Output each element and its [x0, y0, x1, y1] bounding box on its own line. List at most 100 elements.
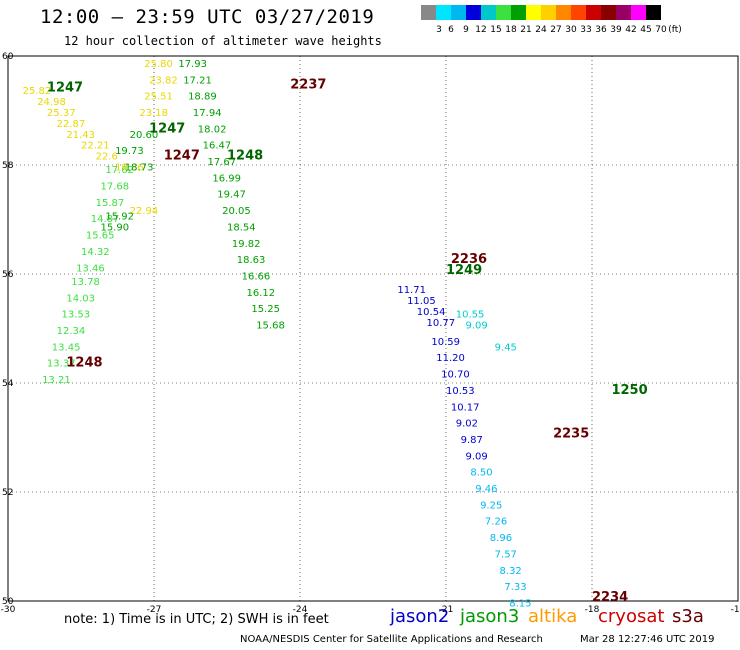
data-label: 14.03: [66, 293, 95, 304]
data-label: 12.34: [57, 326, 86, 337]
data-label: 9.25: [480, 500, 502, 511]
colorbar-swatch: [616, 5, 631, 20]
data-label: 20.60: [130, 130, 159, 141]
colorbar-label: 3: [436, 25, 442, 35]
y-tick-label: 50: [2, 597, 14, 607]
x-tick-label: -18: [585, 605, 600, 615]
footer-timestamp: Mar 28 12:27:46 UTC 2019: [580, 634, 715, 645]
y-tick-label: 54: [2, 379, 14, 389]
data-label: 13.53: [62, 310, 91, 321]
data-label: 15.65: [86, 231, 115, 242]
data-label: 15.92: [105, 212, 134, 223]
data-label: 13.45: [52, 342, 81, 353]
colorbar-unit: (ft): [668, 25, 682, 35]
colorbar-swatch: [466, 5, 481, 20]
colorbar-swatch: [556, 5, 571, 20]
data-label: 13.78: [71, 277, 100, 288]
data-label: 13.46: [76, 263, 105, 274]
data-label: 7.57: [495, 549, 517, 560]
x-tick-label: -21: [439, 605, 454, 615]
colorbar-label: 45: [640, 25, 652, 35]
data-label: 9.02: [456, 419, 478, 430]
legend-altika: altika: [528, 606, 578, 627]
data-label: 16.66: [242, 271, 271, 282]
pass-label: 2236: [451, 252, 487, 267]
x-tick-label: -24: [293, 605, 308, 615]
pass-label: 1249: [446, 263, 482, 278]
data-label: 16.12: [246, 288, 275, 299]
pass-label: 1248: [227, 149, 263, 164]
data-label: 22.94: [130, 206, 159, 217]
pass-label: 2235: [553, 427, 589, 442]
data-label: 25.82: [23, 86, 52, 97]
data-label: 7.33: [504, 582, 526, 593]
y-tick-label: 58: [2, 161, 14, 171]
data-label: 10.59: [431, 337, 460, 348]
data-label: 22.87: [57, 119, 86, 130]
pass-label: 1250: [611, 383, 647, 398]
chart-title: 12:00 – 23:59 UTC 03/27/2019: [40, 6, 375, 28]
colorbar-label: 15: [490, 25, 502, 35]
x-tick-label: -30: [1, 605, 16, 615]
chart-subtitle: 12 hour collection of altimeter wave hei…: [64, 34, 382, 48]
data-label: 23.82: [149, 75, 178, 86]
colorbar-label: 21: [520, 25, 532, 35]
data-label: 18.02: [198, 124, 227, 135]
colorbar-label: 39: [610, 25, 622, 35]
colorbar-label: 30: [565, 25, 577, 35]
data-label: 21.43: [66, 130, 95, 141]
y-tick-label: 60: [2, 52, 14, 62]
colorbar-swatch: [511, 5, 526, 20]
colorbar-label: 6: [448, 25, 454, 35]
legend-s3a: s3a: [672, 606, 704, 627]
colorbar-swatch: [541, 5, 556, 20]
pass-label: 2234: [592, 590, 628, 605]
legend-cryosat: cryosat: [598, 606, 665, 627]
data-label: 7.26: [485, 517, 507, 528]
data-label: 10.70: [441, 370, 470, 381]
pass-label: 2237: [290, 78, 326, 93]
colorbar-label: 12: [475, 25, 487, 35]
data-label: 14.32: [81, 247, 110, 258]
data-label: 11.05: [407, 296, 436, 307]
data-label: 10.53: [446, 386, 475, 397]
colorbar-label: 18: [505, 25, 517, 35]
data-label: 8.96: [490, 533, 512, 544]
colorbar-label: 33: [580, 25, 592, 35]
plot-frame: [7, 55, 739, 602]
data-label: 11.71: [397, 285, 426, 296]
data-label: 20.05: [222, 206, 251, 217]
data-label: 8.50: [470, 468, 492, 479]
data-label: 17.68: [100, 182, 129, 193]
data-label: 19.36: [115, 162, 144, 173]
data-label: 17.62: [105, 165, 134, 176]
pass-label: 1247: [164, 149, 200, 164]
data-label: 8.15: [509, 598, 531, 609]
data-label: 9.46: [475, 484, 497, 495]
data-label: 14.87: [91, 214, 120, 225]
data-label: 9.87: [461, 435, 483, 446]
data-label: 25.37: [47, 108, 76, 119]
data-label: 18.63: [237, 255, 266, 266]
data-label: 19.73: [115, 146, 144, 157]
colorbar-swatch: [601, 5, 616, 20]
data-label: 9.09: [465, 321, 487, 332]
colorbar-label: 36: [595, 25, 607, 35]
data-label: 24.98: [37, 97, 66, 108]
footer-credit: NOAA/NESDIS Center for Satellite Applica…: [240, 634, 543, 645]
colorbar-swatch: [646, 5, 661, 20]
data-label: 19.47: [217, 190, 246, 201]
data-label: 16.47: [203, 141, 232, 152]
pass-label: 1248: [66, 356, 102, 371]
colorbar-swatch: [481, 5, 496, 20]
data-label: 13.21: [42, 375, 71, 386]
data-label: 22.21: [81, 141, 110, 152]
colorbar-swatch: [586, 5, 601, 20]
data-label: 25.80: [144, 59, 173, 70]
data-label: 16.99: [212, 173, 241, 184]
data-label: 10.77: [427, 318, 456, 329]
data-label: 23.18: [139, 108, 168, 119]
data-label: 15.68: [256, 321, 285, 332]
data-label: 15.87: [96, 198, 125, 209]
